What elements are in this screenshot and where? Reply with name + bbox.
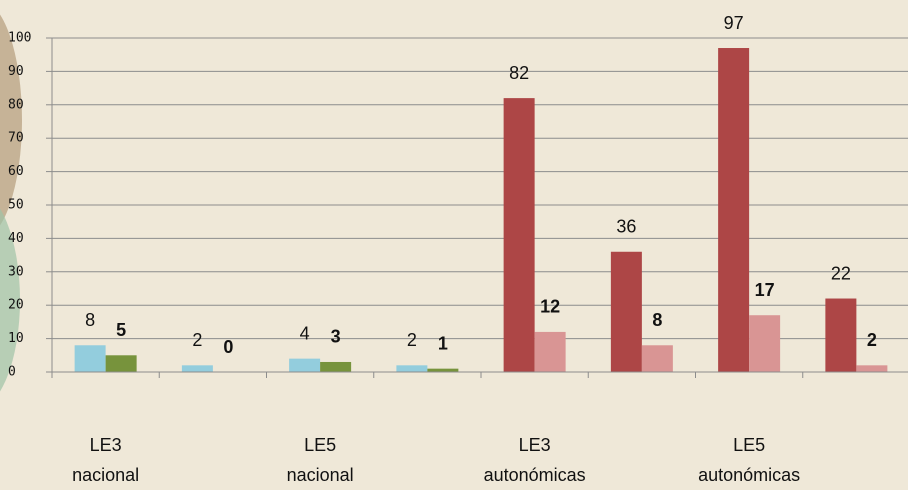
bar: [503, 98, 535, 373]
y-tick-label: 90: [8, 64, 24, 79]
value-label: 8: [85, 310, 95, 330]
y-tick-label: 50: [8, 198, 24, 213]
value-label: 4: [300, 323, 310, 343]
bar: [105, 355, 137, 372]
value-label: 12: [540, 297, 560, 317]
y-tick-label: 60: [8, 164, 24, 179]
bar: [825, 298, 857, 372]
bar: [74, 345, 106, 372]
x-tick-label: LE3 nacional: [72, 435, 140, 485]
bar: [320, 361, 352, 372]
bar: [427, 368, 459, 372]
bar: [610, 251, 642, 372]
decoration: [0, 208, 20, 392]
y-tick-label: 100: [8, 31, 31, 46]
y-tick-label: 20: [8, 298, 24, 313]
y-tick-label: 80: [8, 97, 24, 112]
y-tick-label: 10: [8, 331, 24, 346]
y-tick-label: 0: [8, 365, 16, 380]
decoration: [0, 14, 22, 226]
bar: [749, 315, 781, 372]
value-label: 82: [509, 63, 529, 83]
value-label: 2: [407, 330, 417, 350]
y-tick-label: 70: [8, 131, 24, 146]
value-label: 5: [116, 320, 126, 340]
y-tick-label: 30: [8, 264, 24, 279]
value-label: 3: [331, 327, 341, 347]
value-label: 97: [724, 13, 744, 33]
bar: [856, 365, 888, 372]
value-label: 17: [755, 280, 775, 300]
x-tick-label: LE3 autonómicas: [483, 435, 586, 485]
x-tick-label: LE5 nacional: [286, 435, 354, 485]
value-label: 2: [867, 330, 877, 350]
y-tick-label: 40: [8, 231, 24, 246]
value-label: 0: [223, 337, 233, 357]
bar: [289, 358, 321, 372]
x-tick-label: LE5 autonómicas: [698, 435, 801, 485]
bar: [181, 365, 213, 372]
bar: [641, 345, 673, 372]
value-label: 8: [652, 310, 662, 330]
bar: [718, 48, 750, 373]
value-label: 36: [616, 217, 636, 237]
value-label: 22: [831, 263, 851, 283]
bar: [534, 331, 566, 372]
value-label: 2: [192, 330, 202, 350]
bar: [396, 365, 428, 372]
value-label: 1: [438, 333, 448, 353]
